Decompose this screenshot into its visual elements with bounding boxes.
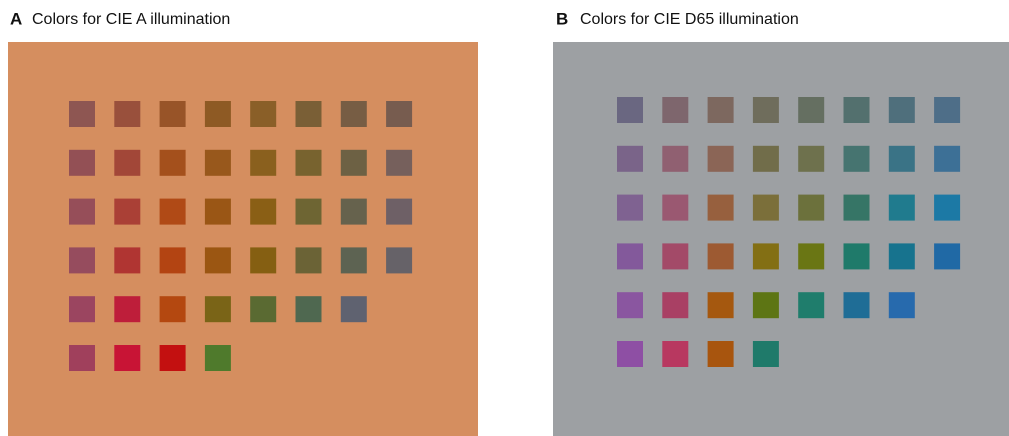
panel-letter: B	[556, 9, 568, 28]
color-swatch	[752, 341, 779, 367]
color-swatch	[295, 198, 322, 225]
color-swatch	[888, 145, 915, 172]
color-swatch	[888, 243, 915, 270]
color-swatch	[159, 247, 186, 274]
color-swatch	[159, 198, 186, 225]
color-swatch	[204, 345, 231, 371]
color-swatch	[662, 97, 689, 123]
color-swatch	[752, 97, 779, 123]
color-swatch	[386, 198, 413, 225]
color-swatch	[798, 97, 825, 123]
color-swatch	[798, 194, 825, 221]
color-swatch	[159, 101, 186, 127]
color-swatch	[114, 198, 141, 225]
color-swatch	[386, 247, 413, 274]
color-swatch	[707, 243, 734, 270]
color-swatch	[843, 243, 870, 270]
panel-letter: A	[10, 9, 22, 28]
color-swatch	[295, 149, 322, 176]
color-swatch	[888, 194, 915, 221]
color-swatch	[69, 296, 95, 323]
color-swatch	[114, 247, 141, 274]
color-swatch	[934, 243, 961, 270]
color-swatch	[250, 198, 277, 225]
color-swatch	[617, 341, 643, 367]
color-swatch	[707, 341, 734, 367]
color-swatch	[295, 101, 322, 127]
color-swatch	[888, 292, 915, 319]
color-swatch	[69, 247, 95, 274]
color-swatch	[204, 198, 231, 225]
color-swatch	[204, 247, 231, 274]
color-swatch	[617, 243, 643, 270]
color-swatch	[69, 198, 95, 225]
panel-title: Colors for CIE A illumination	[32, 11, 230, 28]
color-swatch	[752, 292, 779, 319]
color-swatch	[204, 296, 231, 323]
color-swatch	[69, 101, 95, 127]
color-swatch	[617, 145, 643, 172]
color-swatch	[662, 194, 689, 221]
color-swatch	[250, 101, 277, 127]
color-swatch	[888, 97, 915, 123]
panel-title: Colors for CIE D65 illumination	[580, 11, 799, 28]
color-swatch	[752, 194, 779, 221]
color-swatch	[707, 292, 734, 319]
color-swatch	[752, 145, 779, 172]
color-swatch	[798, 145, 825, 172]
color-swatch	[69, 149, 95, 176]
color-swatch	[662, 243, 689, 270]
color-swatch	[934, 145, 961, 172]
color-swatch	[295, 296, 322, 323]
color-swatch	[340, 198, 367, 225]
color-swatch	[386, 149, 413, 176]
color-swatch	[204, 149, 231, 176]
color-swatch	[843, 145, 870, 172]
color-swatch	[114, 101, 141, 127]
color-swatch	[386, 101, 413, 127]
color-swatch	[250, 247, 277, 274]
color-swatch	[340, 101, 367, 127]
color-swatch	[340, 296, 367, 323]
color-swatch	[662, 341, 689, 367]
color-swatch	[295, 247, 322, 274]
color-swatch	[798, 243, 825, 270]
color-swatch	[250, 149, 277, 176]
color-swatch	[617, 292, 643, 319]
color-swatch	[340, 247, 367, 274]
color-swatch	[114, 345, 141, 371]
color-swatch	[934, 194, 961, 221]
color-swatch	[204, 101, 231, 127]
color-swatch	[934, 97, 961, 123]
color-swatch	[617, 97, 643, 123]
color-swatch	[752, 243, 779, 270]
color-swatch	[69, 345, 95, 371]
color-swatch	[114, 296, 141, 323]
color-swatch	[843, 97, 870, 123]
color-swatch	[114, 149, 141, 176]
color-swatch	[159, 296, 186, 323]
color-swatch	[250, 296, 277, 323]
color-swatch	[843, 194, 870, 221]
color-swatch	[617, 194, 643, 221]
color-swatch	[798, 292, 825, 319]
color-swatch	[843, 292, 870, 319]
color-swatch	[707, 145, 734, 172]
color-swatch	[159, 345, 186, 371]
color-swatch	[707, 194, 734, 221]
color-swatch	[707, 97, 734, 123]
color-swatch	[662, 145, 689, 172]
color-swatch	[159, 149, 186, 176]
color-swatch	[662, 292, 689, 319]
color-swatch	[340, 149, 367, 176]
